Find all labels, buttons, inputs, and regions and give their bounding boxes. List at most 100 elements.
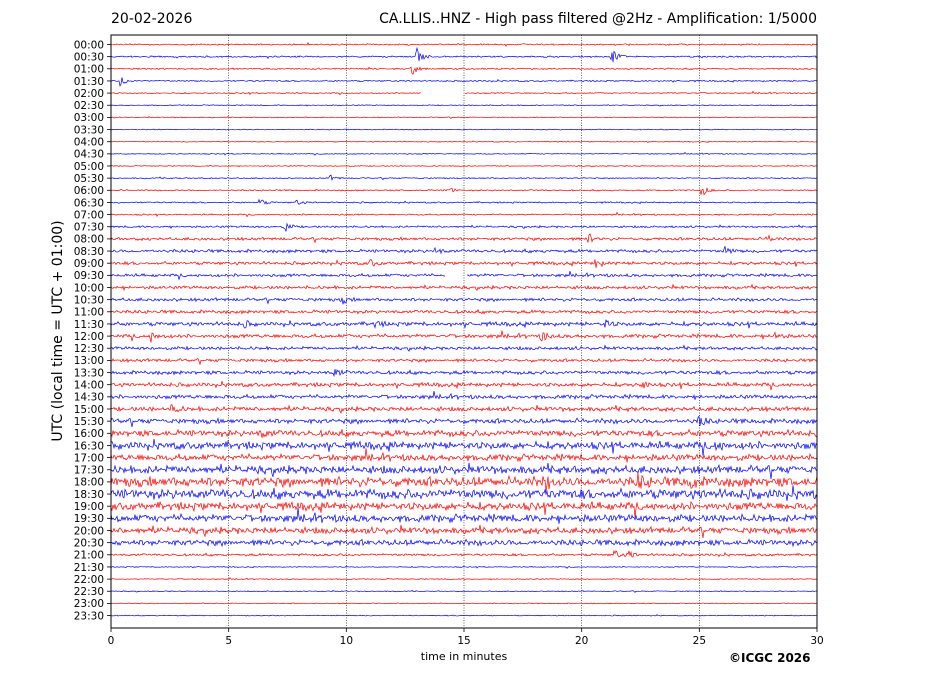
trace-1430 [110, 391, 818, 401]
trace-1530 [110, 415, 818, 427]
trace-1130 [110, 319, 818, 329]
y-tick-label: 12:30 [74, 343, 104, 355]
y-axis-label: UTC (local time = UTC + 01:00) [50, 220, 66, 441]
trace-2300 [110, 602, 818, 605]
trace-1900 [110, 500, 818, 518]
y-tick-label: 01:00 [74, 64, 104, 76]
x-tick-label: 25 [693, 635, 706, 647]
trace-1600 [110, 428, 818, 438]
trace-1930 [110, 507, 818, 524]
y-tick-label: 08:00 [74, 234, 104, 246]
y-tick-label: 17:00 [74, 452, 104, 464]
trace-1730 [110, 462, 818, 480]
trace-1200 [110, 330, 818, 343]
y-tick-label: 06:30 [74, 197, 104, 209]
x-tick-label: 10 [340, 635, 353, 647]
trace-1100 [110, 308, 818, 315]
trace-0500 [110, 164, 818, 168]
trace-0100 [110, 66, 818, 75]
y-tick-label: 17:30 [74, 465, 104, 477]
trace-0230 [110, 104, 818, 107]
x-tick-label: 30 [810, 635, 823, 647]
trace-1300 [110, 357, 818, 366]
trace-0300 [110, 116, 818, 120]
trace-1030 [110, 296, 818, 305]
trace-1230 [110, 344, 818, 352]
trace-0430 [110, 151, 818, 156]
y-tick-label: 13:00 [74, 355, 104, 367]
trace-1330 [110, 368, 818, 378]
x-tick-label: 20 [575, 635, 588, 647]
trace-0330 [110, 128, 818, 131]
y-tick-label: 18:30 [74, 489, 104, 501]
trace-0530 [110, 174, 818, 182]
y-tick-label: 02:30 [74, 100, 104, 112]
y-tick-label: 23:00 [74, 598, 104, 610]
y-tick-label: 19:30 [74, 513, 104, 525]
trace-0200 [110, 90, 818, 96]
trace-2230 [110, 589, 818, 593]
x-tick-label: 5 [225, 635, 232, 647]
y-tick-label: 12:00 [74, 331, 104, 343]
trace-2200 [110, 577, 818, 581]
trace-1000 [110, 283, 818, 292]
y-tick-label: 15:30 [74, 416, 104, 428]
trace-0630 [110, 198, 818, 205]
x-tick-label: 15 [457, 635, 470, 647]
y-tick-label: 09:30 [74, 270, 104, 282]
copyright-text: ©ICGC 2026 [729, 651, 811, 665]
trace-2130 [110, 565, 818, 569]
y-tick-label: 14:00 [74, 380, 104, 392]
trace-2000 [110, 524, 818, 539]
trace-0700 [110, 211, 818, 218]
y-tick-label: 05:00 [74, 161, 104, 173]
trace-1830 [110, 485, 818, 501]
y-tick-label: 11:00 [74, 307, 104, 319]
y-tick-label: 15:00 [74, 404, 104, 416]
trace-2100 [110, 549, 818, 558]
chart-title: CA.LLIS..HNZ - High pass filtered @2Hz -… [379, 11, 817, 27]
trace-2330 [110, 614, 818, 617]
trace-0000 [110, 41, 818, 47]
y-tick-label: 06:00 [74, 185, 104, 197]
plot-frame [110, 34, 818, 629]
y-tick-label: 13:30 [74, 367, 104, 379]
y-tick-label: 20:00 [74, 525, 104, 537]
y-tick-label: 23:30 [74, 610, 104, 622]
y-tick-label: 07:00 [74, 209, 104, 221]
trace-1800 [110, 472, 818, 492]
x-tick-label: 0 [108, 635, 115, 647]
trace-0030 [110, 46, 818, 63]
y-tick-label: 07:30 [74, 222, 104, 234]
grid-layer [228, 35, 700, 628]
y-tick-label: 14:30 [74, 392, 104, 404]
trace-0600 [110, 187, 818, 196]
axis-layer: 00:0000:3001:0001:3002:0002:3003:0003:30… [74, 34, 824, 647]
y-tick-label: 03:30 [74, 124, 104, 136]
y-tick-label: 20:30 [74, 537, 104, 549]
y-tick-label: 01:30 [74, 76, 104, 88]
trace-1700 [110, 448, 818, 463]
trace-0830 [110, 246, 818, 255]
trace-layer [110, 41, 818, 617]
chart-date: 20-02-2026 [111, 11, 193, 27]
trace-0800 [110, 233, 818, 244]
y-tick-label: 05:30 [74, 173, 104, 185]
y-tick-label: 21:00 [74, 550, 104, 562]
y-tick-label: 03:00 [74, 112, 104, 124]
trace-0930 [110, 270, 818, 281]
trace-1500 [110, 404, 818, 414]
y-tick-label: 18:00 [74, 477, 104, 489]
trace-1630 [110, 438, 818, 456]
y-tick-label: 22:00 [74, 574, 104, 586]
y-tick-label: 10:30 [74, 294, 104, 306]
y-tick-label: 19:00 [74, 501, 104, 513]
y-tick-label: 08:30 [74, 246, 104, 258]
trace-0900 [110, 258, 818, 269]
trace-0130 [110, 77, 818, 88]
y-tick-label: 21:30 [74, 562, 104, 574]
y-tick-label: 04:00 [74, 137, 104, 149]
y-tick-label: 09:00 [74, 258, 104, 270]
y-tick-label: 02:00 [74, 88, 104, 100]
